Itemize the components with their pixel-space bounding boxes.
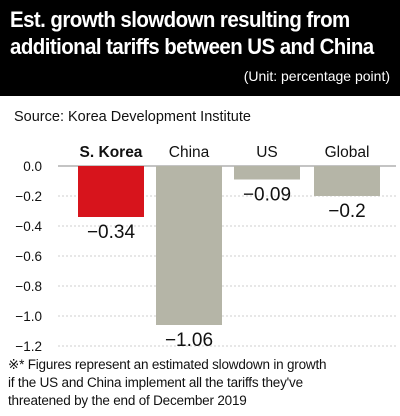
y-tick-label: −1.2 <box>15 339 42 354</box>
footnote: ※* Figures represent an estimated slowdo… <box>8 356 398 410</box>
y-tick-label: 0.0 <box>23 159 42 174</box>
value-label: −0.34 <box>87 222 136 243</box>
footnote-line-2: if the US and China implement all the ta… <box>8 375 303 390</box>
y-tick-label: −1.0 <box>15 309 42 324</box>
y-tick-label: −0.6 <box>15 249 42 264</box>
footnote-line-1: ※* Figures represent an estimated slowdo… <box>8 357 327 372</box>
y-tick-label: −0.2 <box>15 189 42 204</box>
unit-label: (Unit: percentage point) <box>243 68 390 84</box>
chart-title-line-1: Est. growth slowdown resulting from <box>10 7 350 32</box>
bar-china <box>156 166 222 325</box>
value-label: −0.2 <box>328 201 366 222</box>
category-label: China <box>169 144 210 161</box>
value-label: −1.06 <box>165 330 213 351</box>
header-banner: Est. growth slowdown resulting from addi… <box>0 0 400 96</box>
bar-us <box>234 166 300 180</box>
category-label: Global <box>325 144 370 161</box>
footnote-line-3: threatened by the end of December 2019 <box>8 393 247 408</box>
y-tick-label: −0.8 <box>15 279 42 294</box>
chart-title-line-2: additional tariffs between US and China <box>10 34 374 59</box>
bar-global <box>314 166 380 196</box>
category-label: US <box>256 144 278 161</box>
chart-title: Est. growth slowdown resulting from addi… <box>10 6 374 60</box>
value-label: −0.09 <box>243 185 291 206</box>
y-tick-label: −0.4 <box>15 219 42 234</box>
bar-s-korea <box>78 166 144 217</box>
category-label: S. Korea <box>80 144 143 161</box>
source-label: Source: Korea Development Institute <box>14 109 251 125</box>
